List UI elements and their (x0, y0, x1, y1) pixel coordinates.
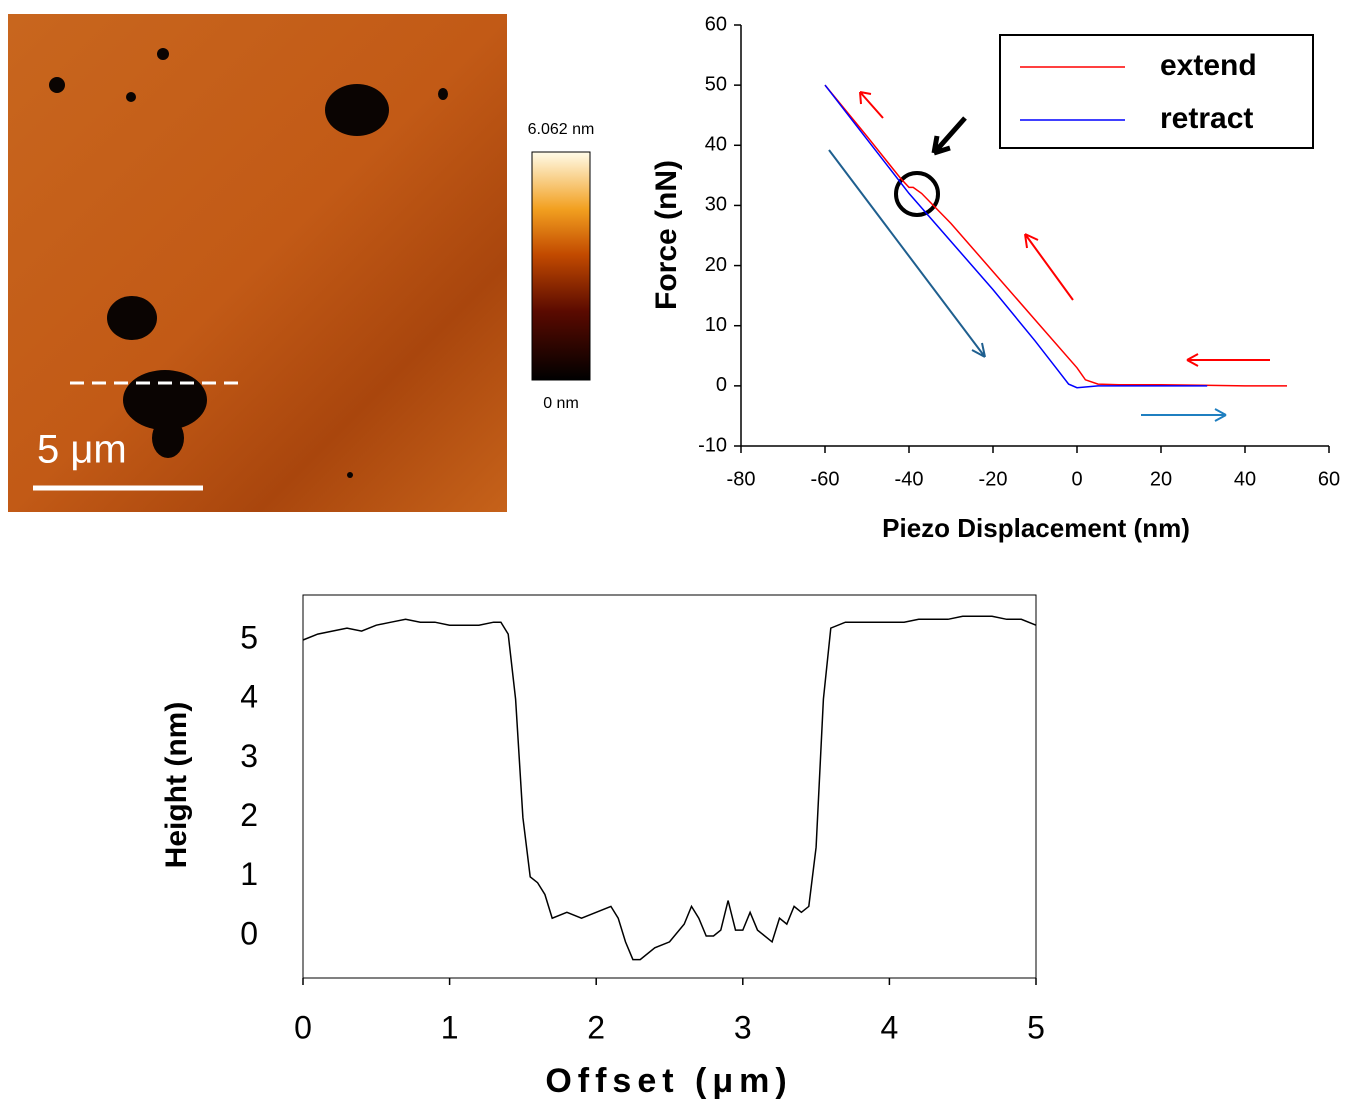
colorbar-min-label: 0 nm (543, 395, 579, 412)
x-tick-label: -20 (979, 468, 1008, 490)
y-tick-label: 4 (240, 679, 258, 715)
chart: -80 -60 -40 -20 0 20 40 60 -10 0 10 20 30 40 50 60 Piezo… (650, 13, 1340, 543)
legend-frame (1000, 35, 1313, 148)
x-tick-label: 2 (587, 1009, 605, 1045)
figure: 5 μm 6.062 nm 0 nm -80-60-40-200204060-1… (0, 0, 1359, 1104)
x-tick-label: 3 (734, 1009, 752, 1045)
x-tick-label: -80 (727, 468, 756, 490)
y-tick-label: 0 (240, 915, 258, 951)
x-axis-label: Piezo Displacement (nm) (882, 513, 1190, 543)
y-tick-label: 50 (705, 73, 727, 95)
page: { "image_panel": { "colorbar_max_label":… (0, 0, 1359, 1104)
x-tick-label: 0 (1071, 468, 1082, 490)
y-tick-label: 20 (705, 254, 727, 276)
plot-frame (303, 595, 1036, 978)
legend-label: retract (1160, 102, 1253, 135)
colorbar-max-label: 6.062 nm (528, 121, 595, 138)
x-tick-label: 5 (1027, 1009, 1045, 1045)
y-tick-label: 1 (240, 856, 258, 892)
x-tick-label: -40 (895, 468, 924, 490)
y-tick-label: 2 (240, 797, 258, 833)
y-tick-label: 0 (716, 374, 727, 396)
x-tick-label: 1 (441, 1009, 459, 1045)
data-line (303, 616, 1036, 959)
y-tick-label: 3 (240, 738, 258, 774)
y-tick-label: 40 (705, 134, 727, 156)
y-tick-label: -10 (698, 434, 727, 456)
x-tick-label: 40 (1234, 468, 1256, 490)
legend-label: extend (1160, 49, 1257, 82)
afm-image: 5 μm 6.062 nm 0 nm (8, 14, 594, 512)
y-axis-label: Force (nN) (650, 160, 683, 310)
y-axis-label: Height (nm) (160, 702, 193, 869)
x-tick-label: 4 (881, 1009, 899, 1045)
x-tick-label: -60 (811, 468, 840, 490)
scale-bar-label: 5 μm (37, 428, 127, 472)
chart: 0 1 2 3 4 5 0 1 2 3 4 5 Offset (μm) Height (nm) (160, 595, 1045, 1100)
y-tick-label: 5 (240, 619, 258, 655)
y-tick-label: 30 (705, 194, 727, 216)
y-tick-label: 10 (705, 314, 727, 336)
x-tick-label: 60 (1318, 468, 1340, 490)
x-tick-label: 20 (1150, 468, 1172, 490)
x-tick-label: 0 (294, 1009, 312, 1045)
x-axis-label: Offset (μm) (545, 1062, 792, 1100)
y-tick-label: 60 (705, 13, 727, 35)
